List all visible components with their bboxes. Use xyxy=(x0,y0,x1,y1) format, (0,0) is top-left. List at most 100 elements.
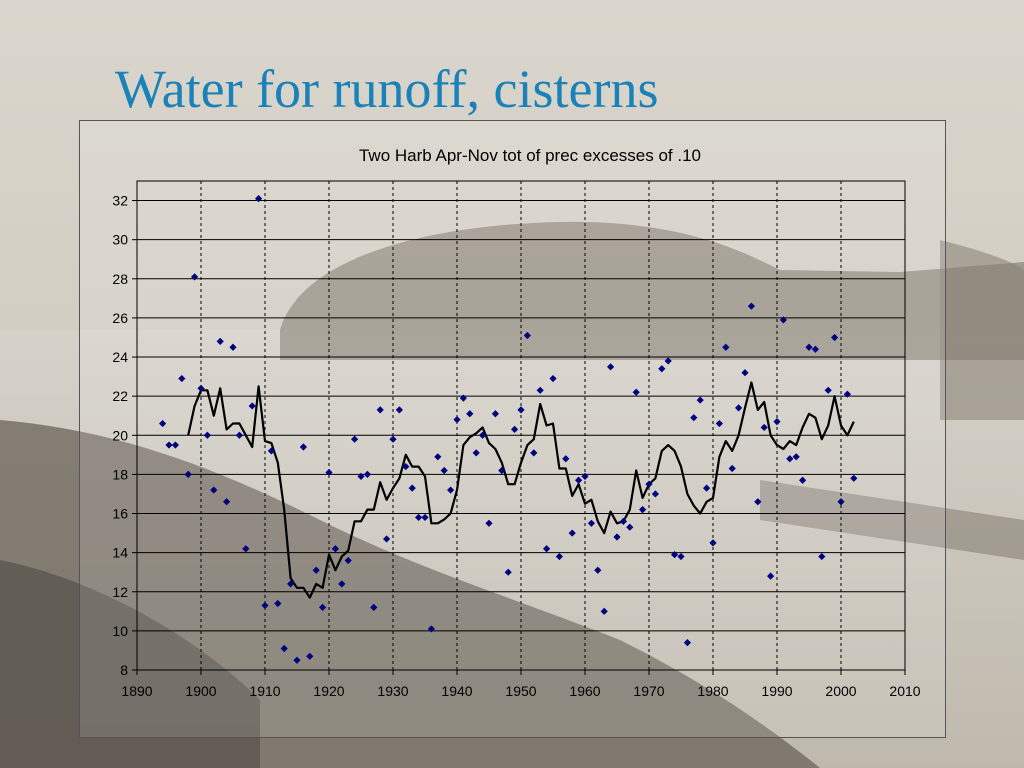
y-tick-label: 22 xyxy=(112,388,128,404)
data-point xyxy=(632,388,640,396)
data-point xyxy=(562,455,570,463)
data-point xyxy=(498,466,506,475)
data-point xyxy=(427,625,435,633)
data-point xyxy=(338,580,346,588)
data-point xyxy=(645,480,653,488)
data-point xyxy=(184,470,192,478)
data-point xyxy=(408,484,416,492)
data-point xyxy=(619,517,627,525)
x-tick-label: 1920 xyxy=(313,683,344,699)
x-tick-label: 1990 xyxy=(761,683,792,699)
data-point xyxy=(178,374,186,383)
data-point xyxy=(370,603,378,612)
data-point xyxy=(690,414,698,422)
data-point xyxy=(594,566,602,574)
data-point xyxy=(203,431,211,439)
data-point xyxy=(683,639,691,647)
data-point xyxy=(696,396,704,404)
data-point xyxy=(159,419,167,428)
y-tick-label: 20 xyxy=(112,427,128,443)
data-point xyxy=(466,410,474,418)
data-point xyxy=(210,486,218,494)
data-point xyxy=(517,406,525,414)
x-tick-label: 1980 xyxy=(697,683,728,699)
y-tick-label: 30 xyxy=(112,232,128,248)
data-point xyxy=(344,556,352,565)
data-point xyxy=(395,406,403,414)
data-point xyxy=(575,476,583,484)
data-point xyxy=(363,470,371,478)
data-point xyxy=(229,343,237,351)
data-point xyxy=(658,365,666,373)
y-tick-label: 28 xyxy=(112,271,128,287)
data-point xyxy=(760,423,768,432)
data-point xyxy=(376,406,384,414)
data-point xyxy=(261,601,269,610)
y-tick-label: 32 xyxy=(112,193,128,209)
data-point xyxy=(197,384,205,392)
data-point xyxy=(773,417,781,426)
data-point xyxy=(709,539,717,547)
data-point xyxy=(799,476,807,484)
data-point xyxy=(472,449,480,457)
data-point xyxy=(440,466,448,475)
data-point xyxy=(504,568,512,576)
x-tick-label: 1890 xyxy=(121,683,152,699)
data-point xyxy=(491,410,499,418)
y-tick-label: 18 xyxy=(112,466,128,482)
data-point xyxy=(523,331,531,340)
scatter-series xyxy=(159,195,858,664)
data-point xyxy=(447,486,455,494)
data-point xyxy=(479,431,487,439)
data-point xyxy=(786,455,794,463)
y-tick-label: 10 xyxy=(112,623,128,639)
data-point xyxy=(843,390,851,398)
data-point xyxy=(312,566,320,574)
chart-title: Two Harb Apr-Nov tot of prec excesses of… xyxy=(359,146,701,165)
x-tick-label: 2000 xyxy=(825,683,856,699)
data-point xyxy=(351,435,359,443)
x-tick-label: 1960 xyxy=(569,683,600,699)
data-point xyxy=(267,447,275,455)
data-point xyxy=(280,644,288,653)
data-point xyxy=(357,472,365,480)
moving-average-line xyxy=(187,381,855,599)
data-point xyxy=(600,607,608,615)
data-point xyxy=(722,343,730,351)
data-point xyxy=(818,552,826,561)
data-point xyxy=(767,572,775,580)
data-point xyxy=(549,374,557,383)
data-point xyxy=(728,464,736,473)
data-point xyxy=(581,472,589,480)
data-point xyxy=(677,552,685,561)
data-point xyxy=(555,552,563,561)
data-point xyxy=(389,435,397,443)
y-tick-label: 12 xyxy=(112,584,128,600)
data-point xyxy=(165,441,173,449)
data-point xyxy=(754,498,762,506)
data-point xyxy=(235,431,243,439)
data-point xyxy=(530,449,538,457)
data-point xyxy=(607,363,615,371)
data-point xyxy=(568,529,576,537)
data-point xyxy=(511,425,519,434)
data-point xyxy=(792,453,800,461)
data-point xyxy=(171,441,179,449)
data-point xyxy=(735,404,743,412)
data-point xyxy=(639,506,647,514)
data-point xyxy=(543,545,551,553)
x-tick-label: 1950 xyxy=(505,683,536,699)
data-point xyxy=(811,345,819,353)
data-point xyxy=(415,513,423,522)
x-tick-label: 1970 xyxy=(633,683,664,699)
y-tick-label: 26 xyxy=(112,310,128,326)
data-point xyxy=(715,419,723,428)
y-tick-label: 14 xyxy=(112,545,128,561)
data-point xyxy=(485,519,493,527)
chart-panel: Two Harb Apr-Nov tot of prec excesses of… xyxy=(79,120,946,738)
data-point xyxy=(287,580,295,588)
data-point xyxy=(703,484,711,492)
x-tick-label: 1910 xyxy=(249,683,280,699)
data-point xyxy=(331,545,339,553)
